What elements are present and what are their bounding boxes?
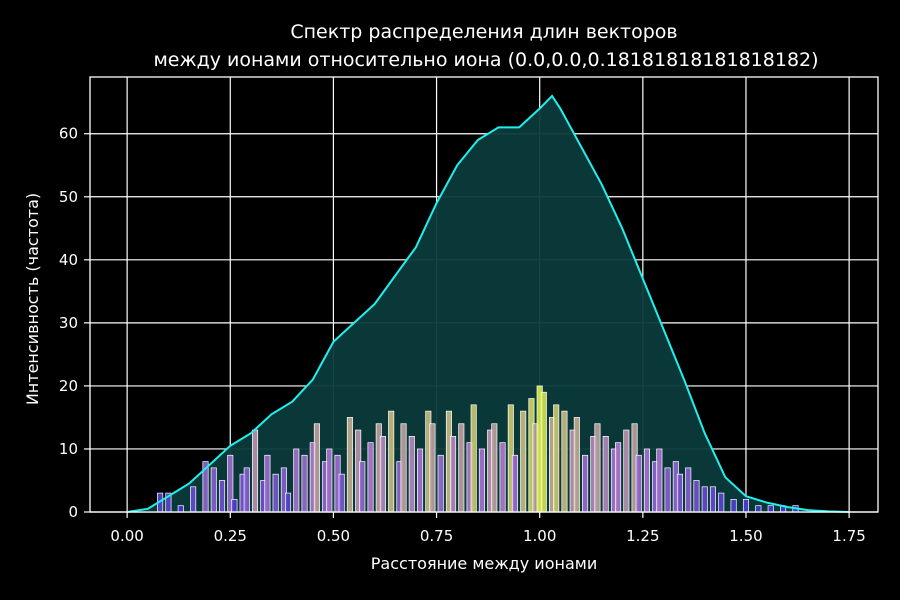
histogram-bar — [218, 480, 226, 513]
histogram-bar — [231, 499, 238, 513]
histogram-bar — [293, 448, 300, 513]
histogram-bar — [346, 417, 353, 513]
histogram-bar — [243, 467, 250, 513]
histogram-bar — [264, 454, 271, 513]
histogram-bar — [767, 505, 774, 513]
histogram-bar — [730, 499, 737, 513]
y-tick-label: 10 — [59, 440, 78, 458]
histogram-bar — [709, 486, 716, 513]
y-tick-label: 50 — [59, 188, 78, 206]
histogram-bar — [379, 436, 386, 513]
kde-line — [126, 94, 850, 513]
histogram-bar — [742, 499, 750, 513]
histogram-bar — [491, 423, 498, 513]
y-axis-label: Интенсивность (частота) — [23, 193, 42, 405]
y-tick-label: 20 — [59, 377, 78, 395]
histogram-bar — [561, 410, 568, 513]
tick-labels: 0.00 0.25 0.50 0.75 1.00 1.25 1.50 1.75 0 10 20 30 4… — [59, 125, 866, 545]
histogram-bar — [359, 461, 366, 513]
x-tick-label: 1.25 — [626, 527, 659, 545]
histogram-bar — [470, 404, 477, 513]
histogram-bar — [718, 492, 725, 513]
x-tick-label: 1.00 — [523, 527, 556, 545]
histogram-bar — [643, 448, 650, 513]
y-tick-label: 30 — [59, 314, 78, 332]
histogram-bar — [338, 473, 345, 513]
histogram-bar — [313, 423, 320, 513]
y-tick-label: 0 — [68, 503, 78, 521]
histogram-bar — [210, 467, 217, 513]
x-tick-label: 1.75 — [832, 527, 865, 545]
histogram-bar — [693, 480, 700, 513]
histogram-bar — [400, 423, 407, 513]
histogram-bar — [602, 436, 609, 513]
histogram-bar — [458, 423, 465, 513]
histogram-bar — [417, 448, 424, 513]
histogram-bar — [623, 429, 630, 513]
histogram-bar — [285, 492, 292, 513]
histogram-bar — [437, 454, 444, 513]
histogram-bar — [664, 467, 671, 513]
histogram-bar — [251, 429, 259, 513]
chart-title-line-2: между ионами относительно иона (0.0,0.0,… — [153, 49, 818, 71]
bars-layer — [126, 94, 850, 513]
histogram-bar — [177, 505, 184, 513]
x-axis-label: Расстояние между ионами — [371, 554, 597, 573]
plot-frame — [89, 76, 879, 513]
x-tick-label: 0.25 — [214, 527, 247, 545]
histogram-bar — [755, 505, 762, 513]
histogram-bar — [367, 442, 374, 513]
kde-area — [127, 95, 850, 512]
histogram-bar — [190, 486, 197, 513]
histogram-bar — [635, 454, 642, 513]
histogram-bar — [594, 423, 601, 513]
histogram-bar — [326, 448, 333, 513]
histogram-bar — [553, 404, 560, 513]
histogram-bar — [499, 442, 506, 513]
histogram-bar — [615, 442, 622, 513]
x-tick-label: 0.50 — [317, 527, 350, 545]
x-tick-label: 1.50 — [729, 527, 762, 545]
y-tick-label: 40 — [59, 251, 78, 269]
histogram-bar — [676, 473, 683, 513]
histogram-bar — [301, 454, 308, 513]
histogram-bar — [656, 448, 663, 513]
histogram-bar — [511, 454, 518, 513]
histogram-bar — [701, 486, 708, 513]
histogram-bar — [450, 436, 457, 513]
histogram-bar — [272, 473, 279, 513]
histogram-bar — [429, 423, 436, 513]
chart-title-line-1: Спектр распределения длин векторов — [290, 21, 677, 43]
x-tick-label: 0.00 — [110, 527, 143, 545]
histogram-bar — [520, 410, 527, 513]
histogram-bar — [388, 410, 395, 513]
histogram-bar — [685, 467, 692, 513]
kde-layer — [127, 95, 850, 512]
histogram-bar — [573, 417, 580, 513]
histogram-bar — [478, 448, 485, 513]
axes-frame — [89, 76, 879, 513]
x-tick-label: 0.75 — [420, 527, 453, 545]
histogram-bar — [582, 454, 589, 513]
y-tick-label: 60 — [59, 125, 78, 143]
histogram-bar — [540, 391, 547, 513]
histogram-bar — [408, 436, 415, 513]
